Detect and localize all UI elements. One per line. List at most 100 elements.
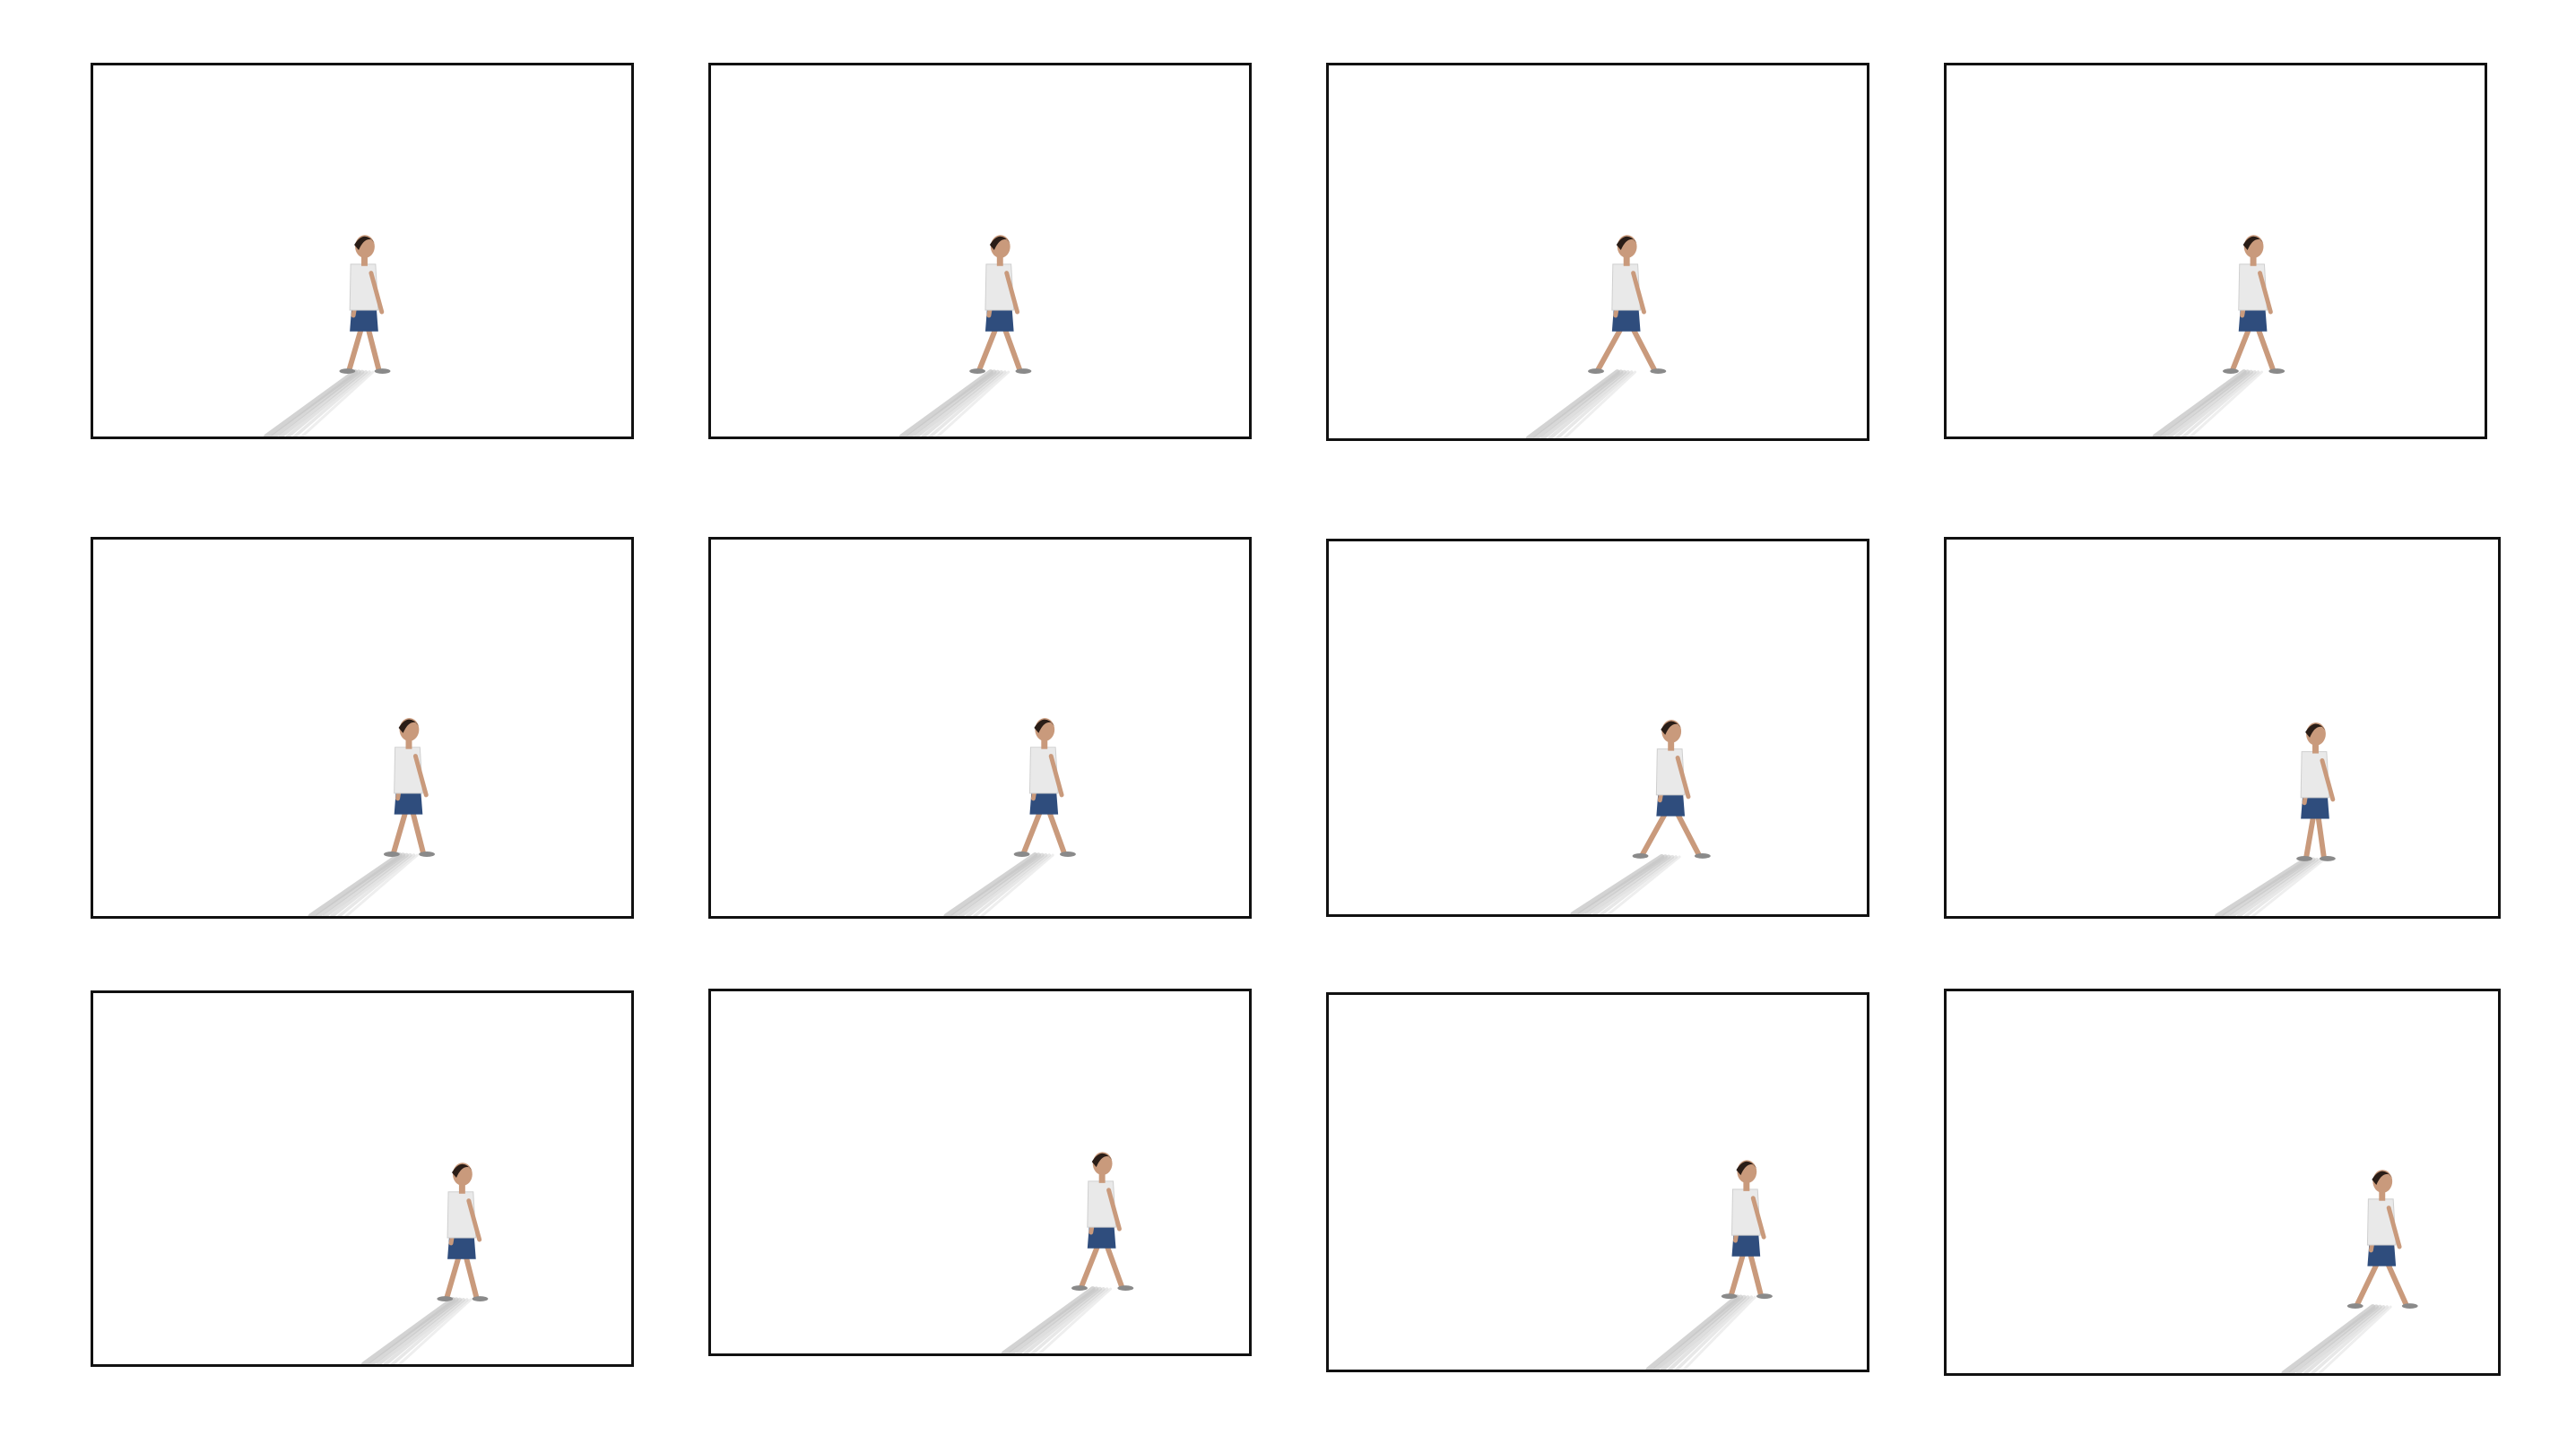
shadow	[943, 852, 1054, 916]
shorts	[1087, 1225, 1116, 1249]
front-foot	[1650, 368, 1667, 375]
neck	[1098, 1173, 1106, 1183]
walking-boy-figure	[2215, 722, 2336, 916]
frame-4	[1944, 63, 2487, 439]
front-foot	[419, 851, 435, 857]
shadow	[264, 369, 375, 437]
shorts	[1611, 308, 1641, 332]
back-foot	[2296, 855, 2313, 861]
shorts	[2367, 1243, 2397, 1266]
shadow	[1645, 1294, 1756, 1370]
neck	[405, 739, 412, 749]
hair	[1034, 719, 1055, 733]
walking-boy-figure	[1525, 235, 1667, 438]
shadow	[1001, 1286, 1113, 1353]
back-foot	[1721, 1293, 1738, 1300]
walking-boy-figure	[1001, 1152, 1134, 1353]
hair	[2305, 723, 2326, 738]
frame-9	[91, 990, 634, 1367]
shadow	[2215, 856, 2326, 916]
frame-10	[708, 989, 1252, 1356]
shorts	[447, 1236, 476, 1259]
back-foot	[2346, 1303, 2364, 1310]
frame-8	[1944, 537, 2501, 919]
back-foot	[1071, 1285, 1088, 1292]
front-arm	[369, 271, 385, 315]
shadow	[898, 369, 1010, 437]
frame-6	[708, 537, 1252, 919]
walking-boy-figure	[2281, 1170, 2418, 1373]
front-arm	[412, 754, 429, 798]
hair	[398, 719, 420, 733]
neck	[2312, 744, 2319, 754]
back-foot	[383, 851, 400, 857]
shorts	[1656, 792, 1686, 817]
neck	[2379, 1191, 2386, 1201]
walking-boy-figure	[264, 235, 391, 437]
front-arm	[1750, 1196, 1766, 1240]
hair	[2372, 1171, 2393, 1185]
shadow	[1570, 853, 1681, 914]
front-foot	[2401, 1303, 2418, 1310]
front-foot	[2268, 368, 2285, 375]
neck	[996, 256, 1003, 266]
back-foot	[1013, 851, 1030, 857]
neck	[458, 1184, 465, 1194]
shadow	[2152, 369, 2263, 437]
front-foot	[2319, 855, 2336, 861]
back-foot	[339, 368, 356, 375]
front-arm	[1004, 271, 1020, 315]
front-arm	[1048, 754, 1064, 798]
front-foot	[374, 368, 391, 375]
hair	[1736, 1161, 1757, 1176]
frame-1	[91, 63, 634, 439]
shorts	[984, 308, 1014, 332]
hair	[1661, 721, 1682, 735]
back-foot	[1588, 368, 1604, 375]
frame-3	[1326, 63, 1869, 441]
front-foot	[1756, 1293, 1773, 1300]
neck	[2250, 256, 2257, 266]
front-arm	[1106, 1188, 1122, 1232]
walking-boy-figure	[943, 718, 1076, 916]
neck	[1041, 739, 1048, 749]
hair	[1616, 236, 1637, 251]
frame-7	[1326, 539, 1869, 917]
walking-boy-figure	[2152, 235, 2285, 437]
frame-12	[1944, 989, 2501, 1376]
shadow	[361, 1297, 473, 1364]
walking-boy-figure	[1645, 1160, 1773, 1370]
frame-11	[1326, 992, 1869, 1372]
back-foot	[969, 368, 986, 375]
neck	[1668, 741, 1675, 751]
back-foot	[437, 1296, 454, 1302]
hair	[354, 236, 375, 251]
hair	[989, 236, 1010, 251]
hair	[452, 1163, 473, 1179]
shorts	[1731, 1233, 1761, 1257]
walking-boy-figure	[361, 1163, 489, 1364]
walking-boy-figure	[308, 718, 435, 916]
neck	[1743, 1182, 1750, 1191]
hair	[1091, 1153, 1113, 1168]
front-arm	[1631, 271, 1646, 315]
frame-2	[708, 63, 1252, 439]
neck	[361, 256, 368, 266]
shadow	[1525, 369, 1637, 438]
walking-boy-figure	[898, 235, 1032, 437]
shorts	[1029, 791, 1059, 815]
back-foot	[2222, 368, 2239, 375]
shorts	[350, 308, 378, 332]
front-foot	[472, 1296, 489, 1302]
shorts	[394, 791, 423, 815]
front-arm	[466, 1198, 482, 1242]
walking-boy-figure	[1570, 720, 1711, 914]
shorts	[2301, 795, 2329, 819]
back-foot	[1632, 852, 1649, 859]
shadow	[308, 852, 419, 916]
neck	[1623, 256, 1630, 266]
front-arm	[2320, 758, 2336, 802]
front-arm	[2386, 1206, 2402, 1249]
front-foot	[1117, 1285, 1134, 1292]
hair	[2242, 236, 2264, 251]
